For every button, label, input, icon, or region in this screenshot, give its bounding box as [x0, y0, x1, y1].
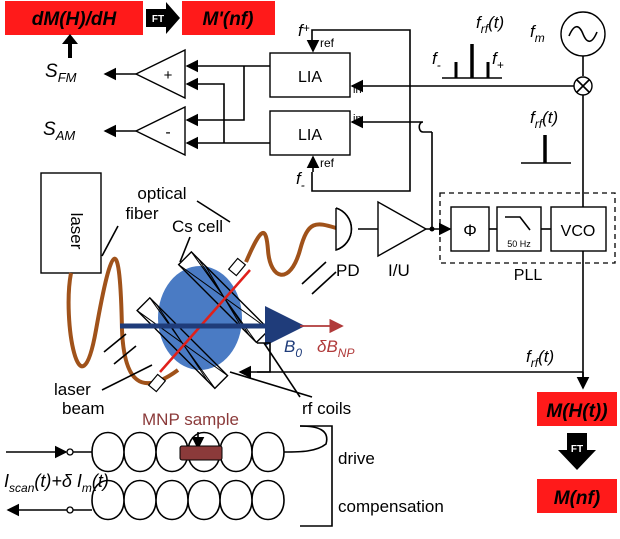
- m-nf-top-group: M'(nf): [182, 1, 275, 35]
- sfm-label: SFM: [45, 61, 77, 85]
- iu-amplifier: [377, 200, 428, 258]
- laser-label: laser: [67, 213, 86, 250]
- fiber-pointer-left: [101, 225, 119, 257]
- rf-coil-lower: [136, 296, 229, 390]
- mht-label: M(H(t)): [546, 401, 607, 422]
- lens-left-a: [103, 333, 127, 353]
- phase-detector: [450, 206, 490, 252]
- m-nf-top-red-box: [182, 1, 275, 35]
- ft-arrow-shape: [146, 2, 180, 34]
- pd-to-lia-bottom-wire: [352, 121, 433, 229]
- ft-top-arrow: FT: [146, 2, 180, 34]
- fiber-pointer-right: [196, 200, 231, 223]
- dmdh-red-box: [5, 1, 143, 35]
- iu-label: I/U: [388, 261, 410, 280]
- laser-box: [40, 172, 102, 274]
- fiber-connector-top: [227, 257, 247, 277]
- frf-bottom-label: frf(t): [526, 347, 554, 370]
- lia-bottom-in-label: in: [353, 113, 362, 125]
- mnp-sample: [179, 445, 223, 461]
- junction-dot: [429, 226, 435, 232]
- mht-red-box: [537, 392, 617, 426]
- lowpass-icon: [505, 216, 531, 231]
- current-label: Iscan(t)+δ Im(t): [4, 471, 109, 495]
- sfm-up-arrow-head: [62, 34, 78, 44]
- ft-top-label: FT: [152, 14, 164, 25]
- dmdh-label-group: dM(H)/dH: [5, 1, 143, 35]
- m-nf-bottom-label: M(nf): [554, 488, 600, 509]
- lia-bottom-label: LIA: [298, 127, 322, 144]
- terminal-in: [66, 448, 74, 456]
- compensation-label: compensation: [338, 497, 444, 516]
- cs-cell-label: Cs cell: [172, 217, 223, 236]
- fiber-left: [66, 256, 180, 386]
- photodiode-arc: [335, 207, 353, 251]
- mnp-sample-label: MNP sample: [142, 410, 239, 429]
- coil-return-wire: [300, 425, 333, 527]
- minus-sign: -: [165, 124, 170, 141]
- optical-label: optical: [137, 184, 186, 203]
- dmdh-label: dM(H)/dH: [32, 9, 118, 30]
- dbnp-label: δBNP: [317, 337, 354, 360]
- lens-left-b: [113, 345, 137, 365]
- f-plus-ref-label: f+: [298, 21, 310, 40]
- laser-beam-pointer: [101, 364, 153, 391]
- frf-top-label: frf(t): [476, 13, 504, 36]
- pd-label: PD: [336, 261, 360, 280]
- b0-label: B0: [284, 337, 302, 360]
- rf-coils-pointer-2: [229, 371, 313, 398]
- fm-label: fm: [530, 22, 545, 45]
- sine-icon: [568, 25, 598, 43]
- m-nf-top-label: M'(nf): [203, 9, 254, 30]
- vco-label: VCO: [561, 223, 596, 240]
- plus-amplifier: [134, 48, 186, 100]
- lens-right-b: [311, 271, 337, 295]
- rf-coil-feed-wire: [257, 342, 271, 373]
- drive-label: drive: [338, 449, 375, 468]
- low-pass-filter: [496, 206, 542, 252]
- f-minus-ref-label: f-: [296, 169, 305, 192]
- filter-label: 50 Hz: [507, 239, 531, 249]
- pll-box: [439, 192, 616, 264]
- ref-top-label: ref: [320, 36, 335, 50]
- wire-lia2-to-plus: [185, 77, 225, 143]
- vco: [550, 206, 607, 252]
- frf-mid-label: frf(t): [530, 108, 558, 131]
- laser-beam-label-2: beam: [62, 399, 105, 418]
- cs-cell-pointer: [179, 236, 191, 263]
- fiber-right: [244, 222, 337, 277]
- ref-bottom-label: ref: [320, 156, 335, 170]
- phase-label: Φ: [463, 221, 477, 240]
- spectrum-f-plus-label: f+: [492, 49, 504, 72]
- sam-label: SAM: [43, 119, 75, 143]
- spectrum-f-minus-label: f-: [432, 49, 441, 72]
- fiber-label: fiber: [125, 204, 158, 223]
- mixer-x-icon: [576, 79, 590, 93]
- photodiode: [335, 207, 353, 251]
- m-nf-bottom-red-box: [537, 479, 617, 513]
- compensation-coil: [91, 479, 285, 521]
- plus-sign: +: [164, 67, 173, 84]
- laser-beam: [159, 269, 251, 373]
- pll-label: PLL: [514, 267, 543, 284]
- lens-right-a: [301, 261, 327, 285]
- fiber-connector-bottom: [147, 373, 167, 393]
- ref-loop-wire: [311, 29, 411, 192]
- terminal-out: [66, 506, 74, 514]
- laser-beam-label-1: laser: [54, 380, 91, 399]
- lia-top-label: LIA: [298, 69, 322, 86]
- ft-bottom-label: FT: [571, 444, 583, 455]
- lia-top: [269, 52, 351, 98]
- rf-coils-label: rf coils: [302, 399, 351, 418]
- lia-bottom: [269, 110, 351, 156]
- minus-amplifier: [134, 105, 186, 157]
- ft-bottom-arrow: [558, 433, 596, 470]
- wire-lia1-to-minus: [185, 66, 245, 127]
